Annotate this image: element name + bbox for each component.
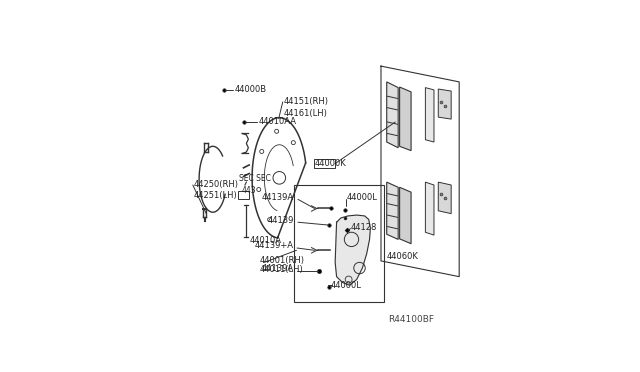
Polygon shape — [387, 82, 398, 148]
Bar — [238, 191, 249, 199]
Text: 44060K: 44060K — [387, 252, 419, 261]
Text: SEC SEC: SEC SEC — [239, 174, 271, 183]
Text: 44139A: 44139A — [262, 193, 294, 202]
Polygon shape — [426, 182, 434, 235]
Polygon shape — [426, 87, 434, 142]
Polygon shape — [387, 182, 398, 240]
Bar — [314, 159, 335, 169]
Text: 44139: 44139 — [268, 216, 294, 225]
Text: 44001(RH): 44001(RH) — [260, 256, 305, 265]
Text: 44010AA: 44010AA — [259, 117, 297, 126]
Text: 44161(LH): 44161(LH) — [284, 109, 328, 118]
Text: 44000K: 44000K — [315, 159, 347, 168]
Polygon shape — [335, 215, 371, 285]
Text: 44128: 44128 — [351, 224, 378, 232]
Bar — [294, 185, 384, 302]
Text: R44100BF: R44100BF — [388, 315, 434, 324]
Polygon shape — [399, 87, 411, 151]
Text: 443: 443 — [242, 186, 257, 195]
Text: 44000L: 44000L — [331, 281, 362, 290]
Text: 44151(RH): 44151(RH) — [284, 97, 328, 106]
Text: 44000B: 44000B — [235, 84, 267, 93]
Text: 44011(LH): 44011(LH) — [260, 265, 303, 274]
Polygon shape — [438, 89, 451, 119]
Text: 44010A: 44010A — [250, 236, 282, 246]
Polygon shape — [438, 182, 451, 214]
Text: 44000L: 44000L — [347, 193, 378, 202]
Polygon shape — [399, 187, 411, 244]
Text: 44139+A: 44139+A — [255, 241, 294, 250]
Text: 44251(LH): 44251(LH) — [194, 190, 237, 199]
Text: 44139A: 44139A — [262, 264, 294, 273]
Text: 44250(RH): 44250(RH) — [194, 180, 239, 189]
